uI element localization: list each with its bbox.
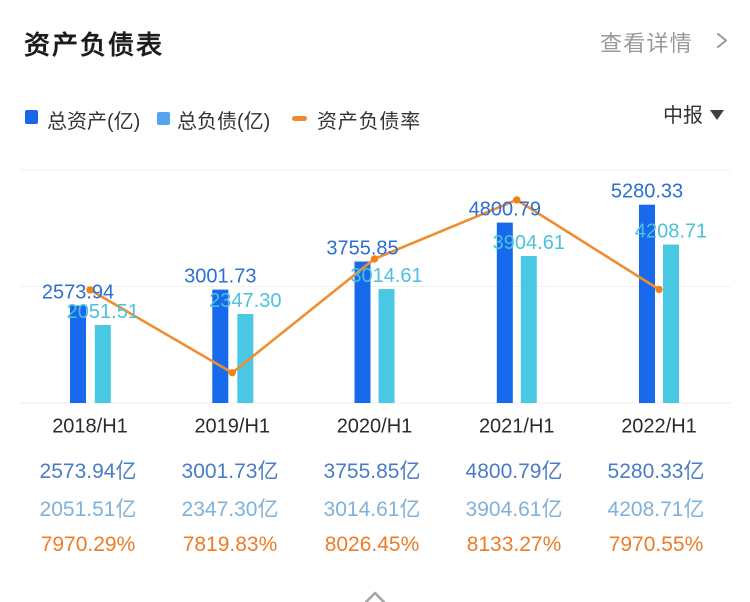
svg-text:5280.33: 5280.33 xyxy=(611,181,683,203)
svg-text:2020/H1: 2020/H1 xyxy=(337,416,413,438)
svg-text:2021/H1: 2021/H1 xyxy=(479,416,555,438)
svg-text:4208.71: 4208.71 xyxy=(635,221,707,243)
svg-text:3904.61: 3904.61 xyxy=(493,232,565,254)
svg-text:2022/H1: 2022/H1 xyxy=(621,416,697,438)
svg-text:2347.30: 2347.30 xyxy=(209,290,281,312)
svg-text:3014.61: 3014.61 xyxy=(350,265,422,287)
svg-text:3001.73: 3001.73 xyxy=(184,266,256,288)
svg-text:2018/H1: 2018/H1 xyxy=(52,416,128,438)
svg-text:2573.94: 2573.94 xyxy=(42,282,114,304)
svg-text:2019/H1: 2019/H1 xyxy=(194,416,270,438)
svg-text:3755.85: 3755.85 xyxy=(326,238,398,260)
svg-text:2051.51: 2051.51 xyxy=(67,301,139,323)
svg-text:4800.79: 4800.79 xyxy=(469,199,541,221)
